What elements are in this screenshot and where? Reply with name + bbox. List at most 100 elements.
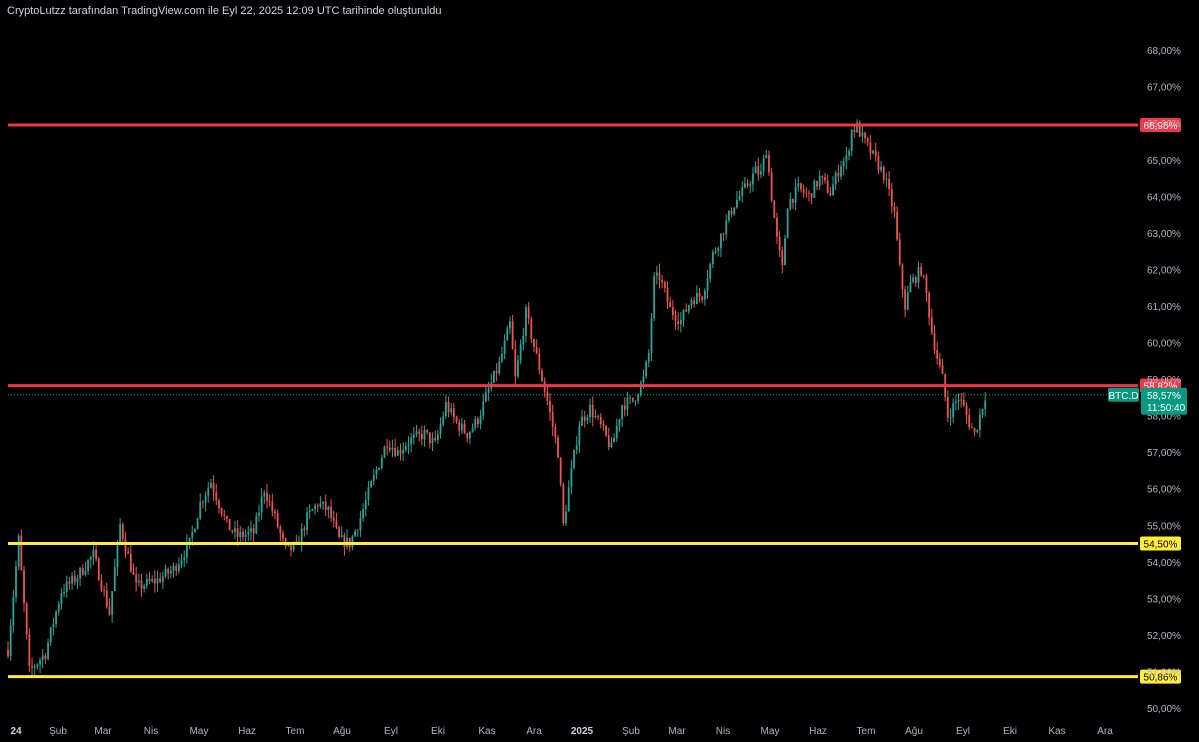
candle-body: [650, 318, 653, 353]
y-tick-label: 63,00%: [1147, 229, 1181, 240]
candle-body: [834, 172, 837, 185]
candle-body: [741, 187, 744, 197]
price-axis[interactable]: 50,00% 51,00% 52,00% 53,00% 54,00% 55,00% 56,0…: [1147, 46, 1181, 715]
candle-body: [394, 447, 397, 456]
candle-body: [108, 606, 111, 615]
candle-body: [25, 603, 28, 635]
candle-body: [412, 434, 415, 438]
candle-body: [52, 624, 55, 628]
candle-body: [7, 649, 9, 656]
candle-body: [874, 150, 877, 157]
y-tick-label: 55,00%: [1147, 521, 1181, 532]
candle-body: [722, 233, 725, 235]
candle-body: [153, 579, 156, 584]
candle-body: [308, 510, 311, 513]
x-tick-label: Ağu: [905, 726, 923, 737]
candle-body: [517, 360, 519, 377]
candle-body: [33, 666, 36, 668]
candle-body: [471, 427, 474, 432]
candle-body: [922, 275, 925, 277]
candle-body: [428, 432, 431, 444]
candle-body: [124, 539, 127, 552]
candle-body: [663, 282, 666, 289]
candle-body: [191, 532, 194, 538]
candle-body: [968, 415, 971, 428]
candle-body: [685, 309, 688, 312]
candle-body: [936, 350, 939, 359]
candle-body: [396, 450, 399, 456]
y-tick-label: 53,00%: [1147, 594, 1181, 605]
candle-body: [145, 578, 148, 586]
y-tick-label: 58,00%: [1147, 412, 1181, 423]
candle-body: [765, 154, 768, 159]
candle-body: [746, 183, 749, 186]
candle-body: [621, 405, 623, 420]
candle-body: [76, 578, 79, 583]
candle-body: [669, 302, 672, 308]
candle-body: [9, 625, 12, 656]
y-tick-label: 59,00%: [1147, 375, 1181, 386]
candle-body: [845, 155, 848, 162]
candle-body: [493, 370, 495, 383]
candle-body: [215, 492, 218, 501]
candle-body: [522, 335, 525, 345]
candle-body: [469, 431, 471, 439]
candle-body: [589, 404, 591, 418]
candle-body: [954, 401, 957, 403]
candle-body: [322, 501, 324, 504]
candle-body: [212, 482, 215, 493]
candle-body: [388, 447, 391, 450]
candle-body: [375, 469, 378, 475]
candle-body: [925, 276, 928, 294]
candle-body: [97, 559, 100, 581]
candle-body: [813, 181, 816, 198]
x-tick-label: Tem: [286, 726, 305, 737]
candle-body: [714, 250, 717, 253]
candle-body: [311, 509, 314, 511]
candle-body: [575, 445, 578, 451]
candle-body: [31, 666, 33, 668]
candle-body: [63, 592, 65, 594]
candle-body: [607, 435, 610, 448]
candle-body: [511, 321, 514, 350]
candle-body: [444, 402, 447, 417]
time-axis[interactable]: 24 Şub Mar Nis May Haz Tem Ağu Eyl Eki Kas Ara 2025 Ş…: [10, 726, 1113, 737]
candle-body: [533, 339, 535, 348]
candle-body: [634, 400, 637, 402]
candle-body: [597, 415, 599, 418]
candle-body: [728, 210, 730, 221]
candle-body: [666, 288, 669, 303]
candle-body: [623, 405, 626, 410]
candle-body: [180, 559, 183, 565]
candle-body: [148, 578, 151, 582]
y-tick-label: 54,00%: [1147, 558, 1181, 569]
candle-body: [866, 138, 869, 143]
candle-body: [509, 321, 511, 329]
candle-body: [129, 553, 132, 572]
horizontal-levels[interactable]: 65,95% 58,82% 54,50% 50,86%: [8, 118, 1181, 684]
candle-body: [554, 427, 557, 438]
candle-body: [658, 272, 661, 281]
candle-body: [984, 400, 987, 409]
candle-body: [701, 296, 704, 300]
candle-body: [981, 408, 984, 415]
candle-body: [637, 394, 640, 401]
level-price-tag: [1140, 669, 1181, 684]
candle-body: [930, 317, 933, 333]
x-tick-label: Mar: [94, 726, 112, 737]
x-tick-label: Şub: [49, 726, 67, 737]
candle-body: [914, 277, 917, 283]
candle-body: [495, 370, 498, 374]
candle-body: [610, 442, 613, 448]
candle-body: [877, 156, 880, 171]
candle-body: [853, 130, 856, 132]
candle-body: [703, 290, 706, 300]
candle-body: [431, 438, 434, 444]
candle-body: [226, 516, 228, 519]
candle-body: [565, 511, 567, 524]
candle-body: [613, 437, 615, 443]
candle-body: [399, 450, 402, 454]
candle-body: [709, 264, 712, 279]
x-tick-label: Ara: [526, 726, 542, 737]
